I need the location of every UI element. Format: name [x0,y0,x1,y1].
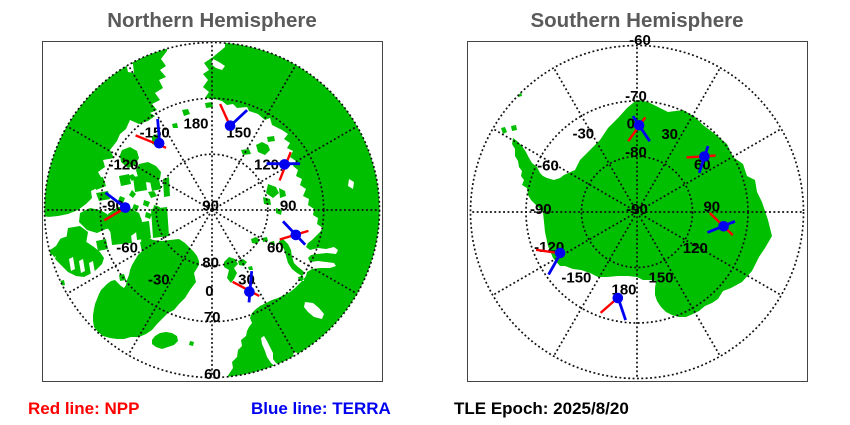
svg-text:-90: -90 [530,201,552,218]
svg-text:0: 0 [627,116,635,133]
svg-text:90: 90 [703,199,720,216]
svg-text:0: 0 [205,283,213,300]
svg-text:-60: -60 [116,239,138,256]
svg-text:90: 90 [280,198,297,215]
svg-text:120: 120 [683,240,708,257]
svg-text:-30: -30 [572,126,594,143]
svg-text:-70: -70 [625,88,647,105]
svg-text:60: 60 [204,366,221,382]
svg-text:-30: -30 [148,272,170,289]
svg-text:-150: -150 [561,270,591,287]
svg-text:-60: -60 [537,158,559,175]
svg-text:80: 80 [202,255,219,272]
svg-text:150: 150 [648,270,673,287]
svg-text:120: 120 [254,156,279,173]
svg-text:-120: -120 [108,156,138,173]
svg-text:60: 60 [267,239,284,256]
svg-text:30: 30 [661,126,678,143]
svg-text:-150: -150 [140,125,170,142]
svg-text:90: 90 [202,198,219,215]
svg-text:-90: -90 [626,201,648,218]
svg-text:-80: -80 [625,144,647,161]
svg-text:70: 70 [204,309,221,326]
svg-text:180: 180 [183,116,208,133]
